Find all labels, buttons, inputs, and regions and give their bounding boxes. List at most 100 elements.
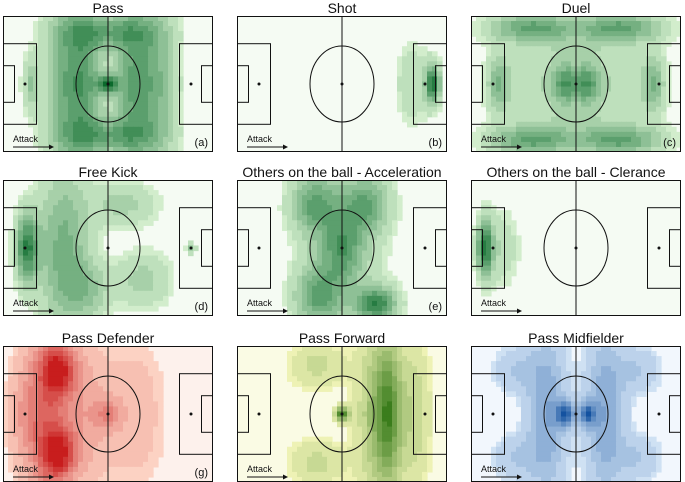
density-cell (656, 76, 662, 82)
density-cell (93, 61, 99, 67)
density-cell (417, 406, 423, 412)
density-cell (417, 427, 423, 433)
density-cell (78, 457, 84, 463)
density-cell (148, 102, 154, 108)
density-cell (357, 396, 363, 402)
density-cell (118, 76, 124, 82)
density-cell (48, 296, 54, 302)
density-cell (63, 281, 69, 287)
density-cell (661, 92, 667, 98)
density-cell (138, 442, 144, 448)
density-cell (382, 306, 388, 312)
density-cell (307, 371, 313, 377)
density-cell (88, 61, 94, 67)
density-cell (561, 81, 567, 87)
density-cell (357, 422, 363, 428)
density-cell (38, 376, 44, 382)
density-cell (113, 306, 119, 312)
density-cell (347, 266, 353, 272)
density-cell (302, 215, 308, 221)
density-cell (422, 432, 428, 438)
density-cell (362, 391, 368, 397)
density-cell (183, 245, 189, 251)
density-cell (656, 26, 662, 32)
density-cell (143, 371, 149, 377)
density-cell (23, 447, 29, 453)
density-cell (656, 97, 662, 103)
density-cell (38, 356, 44, 362)
density-cell (53, 31, 59, 37)
density-cell (407, 122, 413, 128)
density-cell (521, 21, 527, 27)
density-cell (18, 457, 24, 463)
density-cell (382, 281, 388, 287)
density-cell (417, 51, 423, 57)
density-cell (397, 396, 403, 402)
density-cell (53, 286, 59, 292)
density-cell (556, 76, 562, 82)
density-cell (511, 36, 517, 42)
density-cell (392, 351, 398, 357)
density-cell (596, 87, 602, 93)
density-cell (636, 117, 642, 123)
density-cell (586, 31, 592, 37)
density-cell (138, 286, 144, 292)
density-cell (352, 427, 358, 433)
density-cell (78, 296, 84, 302)
density-cell (317, 371, 323, 377)
density-cell (133, 112, 139, 118)
density-cell (73, 306, 79, 312)
density-cell (506, 46, 512, 52)
density-cell (422, 61, 428, 67)
density-cell (297, 442, 303, 448)
density-cell (372, 306, 378, 312)
density-cell (133, 401, 139, 407)
density-cell (138, 51, 144, 57)
right-penalty-spot (190, 413, 193, 416)
density-cell (511, 107, 517, 113)
density-cell (68, 467, 74, 473)
density-cell (108, 26, 114, 32)
density-cell (292, 251, 298, 257)
density-cell (377, 256, 383, 262)
density-cell (382, 351, 388, 357)
density-cell (297, 296, 303, 302)
density-cell (163, 276, 169, 282)
density-cell (108, 61, 114, 67)
density-cell (576, 87, 582, 93)
density-cell (521, 117, 527, 123)
density-cell (616, 31, 622, 37)
density-cell (501, 276, 507, 282)
density-cell (78, 210, 84, 216)
density-cell (332, 286, 338, 292)
density-cell (367, 190, 373, 196)
density-cell (118, 351, 124, 357)
density-cell (372, 391, 378, 397)
density-cell (312, 296, 318, 302)
density-cell (123, 472, 129, 478)
density-cell (427, 71, 433, 77)
density-cell (601, 137, 607, 143)
density-cell (392, 391, 398, 397)
density-cell (576, 56, 582, 62)
density-cell (427, 102, 433, 108)
density-cell (83, 200, 89, 206)
density-cell (626, 127, 632, 133)
density-cell (43, 266, 49, 272)
density-cell (73, 467, 79, 473)
density-cell (317, 210, 323, 216)
density-cell (118, 127, 124, 133)
density-cell (163, 296, 169, 302)
density-cell (128, 406, 134, 412)
density-cell (496, 26, 502, 32)
density-cell (496, 92, 502, 98)
density-cell (118, 371, 124, 377)
density-cell (362, 281, 368, 287)
density-cell (113, 266, 119, 272)
density-cell (48, 220, 54, 226)
panel-title: Free Kick (3, 164, 213, 180)
density-cell (481, 215, 487, 221)
density-cell (23, 391, 29, 397)
density-cell (158, 97, 164, 103)
density-cell (427, 432, 433, 438)
